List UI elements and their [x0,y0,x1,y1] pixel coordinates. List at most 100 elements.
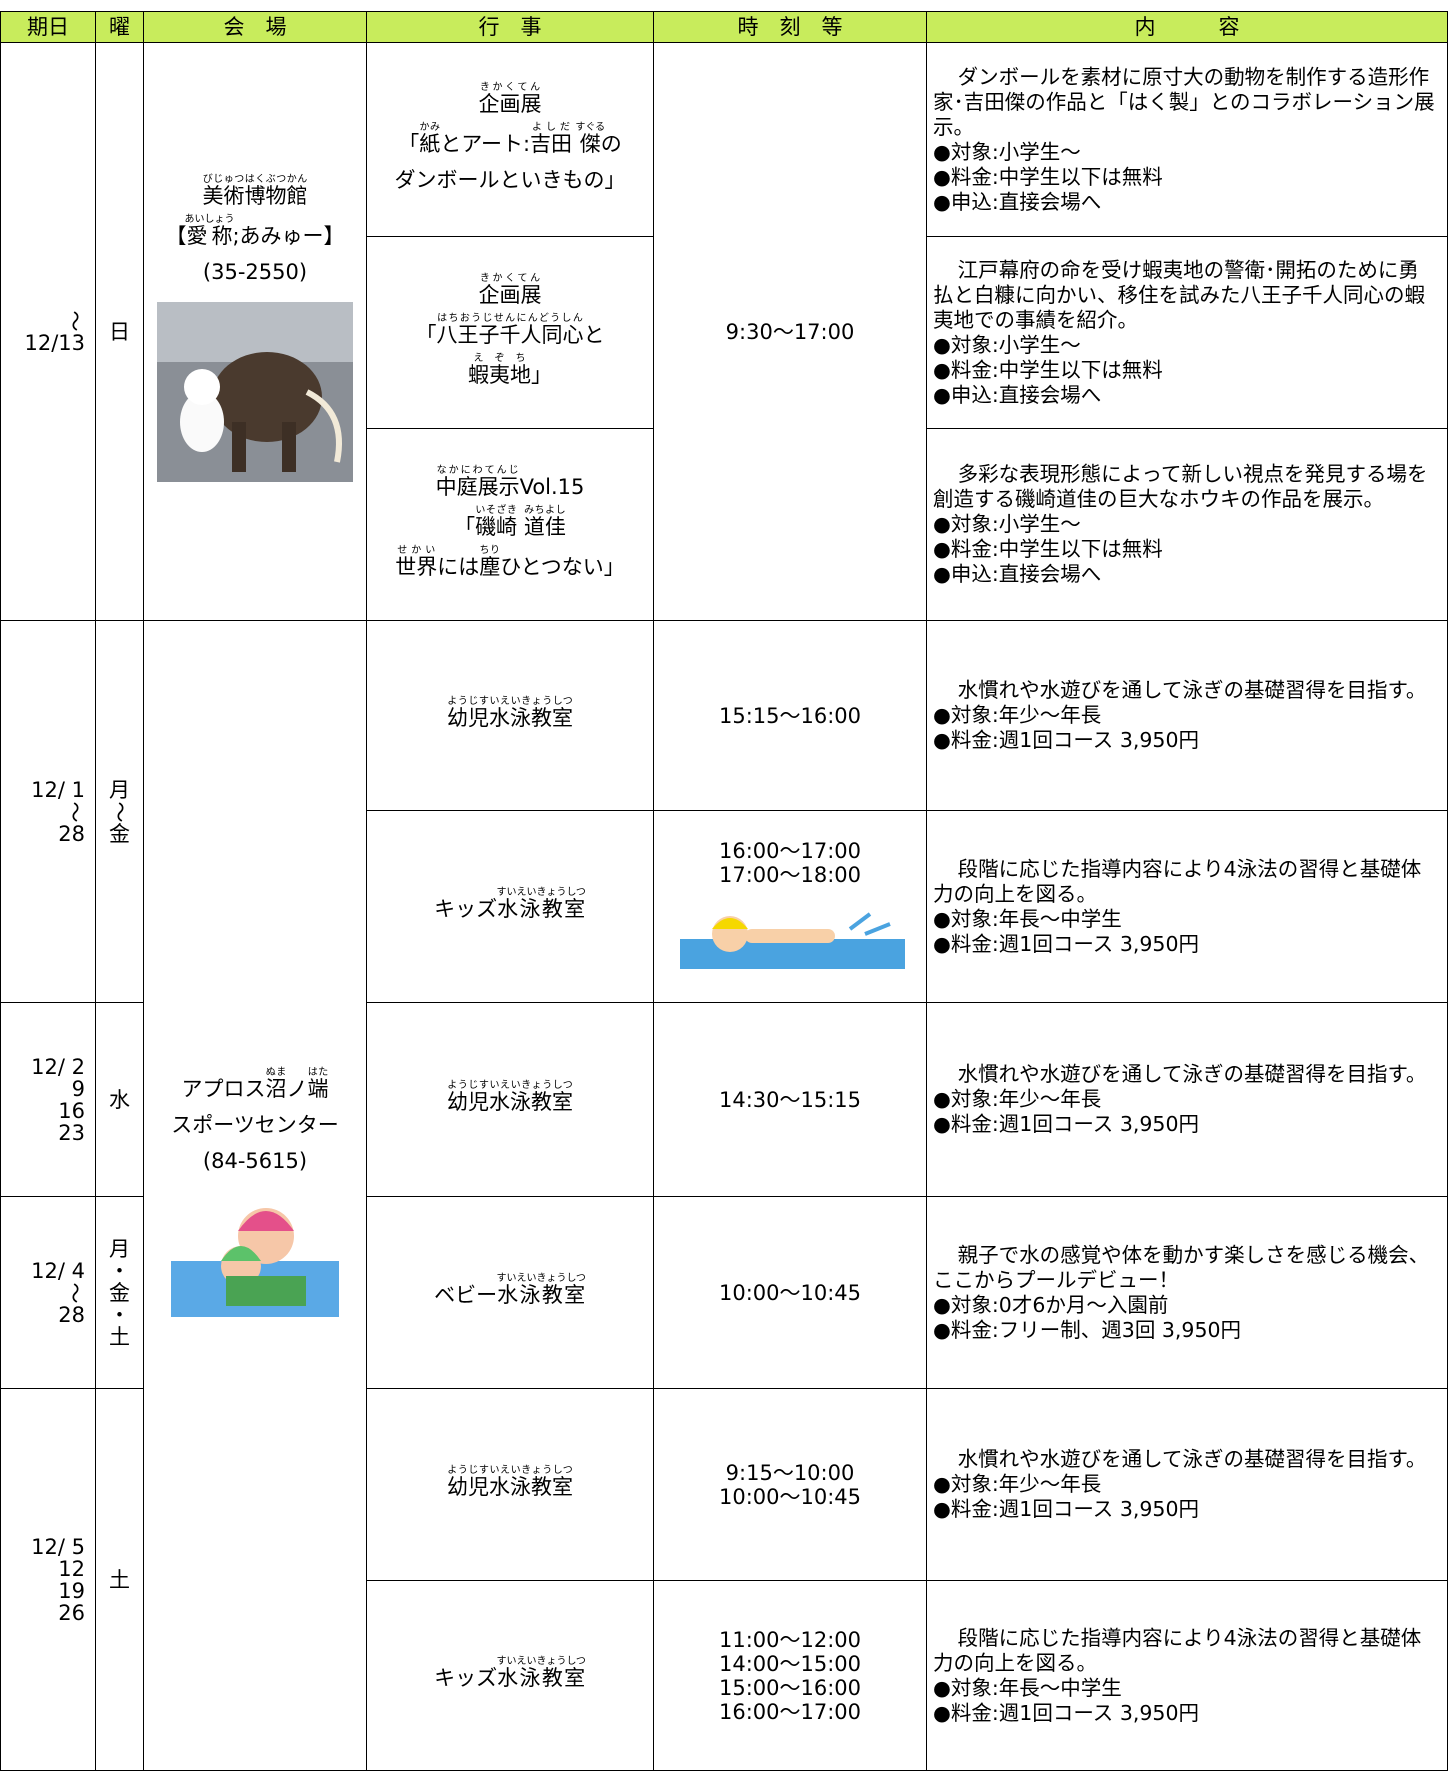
ruby-reading: すぐる [575,121,606,133]
date-line: 12/ 2 [31,1054,85,1079]
content-cell: 段階に応じた指導内容により4泳法の習得と基礎体力の向上を図る。 ●対象:年長〜中学… [927,1581,1448,1771]
content-item: ●対象:年少〜年長 [933,703,1102,727]
date-cell: 12/ 4 〜 28 [0,1197,96,1389]
ruby-reading: きかくてん [478,81,542,93]
ruby-base: 企画展 [478,91,542,116]
ruby-reading: ようじすいえいきょうしつ [447,1079,573,1091]
ruby-text: 幼児水泳教室ようじすいえいきょうしつ [447,1465,573,1499]
time-line: 15:00〜16:00 [718,1675,862,1700]
swim-illustration-svg [171,1208,339,1317]
date-line: 12/13 [24,330,85,355]
content-text: 多彩な表現形態によって新しい視点を発見する場を創造する磯崎道佳の巨大なホウキの作… [933,462,1428,511]
content-item: ●料金:週1回コース 3,950円 [933,1112,1200,1136]
ruby-base: 美術博物館 [202,184,308,208]
header-cell: 曜 [109,14,130,39]
ruby-reading: はちおうじせんにんどうしん [436,312,584,324]
content-item: ●対象:年少〜年長 [933,1087,1102,1111]
text-line: (35-2550) [203,254,307,290]
text-line: 蝦夷地えぞち」 [468,353,552,393]
time-line: 14:30〜15:15 [718,1087,862,1112]
date-cell: 12/ 1 〜 28 [0,621,96,1003]
ruby-text: 端はた [308,1068,329,1102]
ruby-text: 蝦夷地えぞち [468,353,531,387]
text-line: 世界せかいには塵ちりひとつない」 [395,545,625,585]
text: 【 [165,224,187,248]
day-line: 金 [109,821,130,846]
content-item: ●申込:直接会場へ [933,382,1102,407]
day-cell: 日 [96,43,144,621]
text-line: ベビー水泳教室すいえいきょうしつ [434,1273,586,1313]
text-line: 企画展きかくてん [479,82,542,122]
text: 」 [531,362,552,387]
ruby-reading: よしだ [530,121,573,133]
content-item: ●申込:直接会場へ [933,189,1102,214]
time-line: 16:00〜17:00 [718,1699,862,1724]
text: ダンボールといきもの」 [394,167,626,192]
date-line: 12/ 1 [31,777,85,802]
ruby-reading: ちり [479,544,501,556]
ruby-reading: はた [307,1067,329,1078]
ruby-reading: すいえいきょうしつ [496,1272,586,1284]
content-item: ●対象:0才6か月〜入園前 [933,1292,1169,1317]
text-line: 企画展きかくてん [479,273,542,313]
ruby-text: 水泳教室すいえいきょうしつ [496,887,586,921]
day-line: 月 [109,777,130,802]
content-item: ●対象:小学生〜 [933,332,1081,357]
content-item: ●対象:年長〜中学生 [933,906,1122,931]
text: 「 [415,322,437,347]
date-line: 28 [58,821,85,846]
text: とアート: [440,131,531,156]
header-cell: 期日 [27,14,69,39]
text: 「 [454,514,476,539]
time-line: 17:00〜18:00 [718,863,862,887]
date-line: 12/ 4 [31,1258,85,1283]
date-line: 12/ 5 [31,1534,85,1559]
content-text: 段階に応じた指導内容により4泳法の習得と基礎体力の向上を図る。 [933,856,1422,906]
ruby-text: 企画展きかくてん [479,273,542,307]
ruby-base: 磯崎 [475,514,518,539]
time-line: 16:00〜17:00 [718,839,862,863]
text: キッズ [434,1665,498,1690]
text: ひとつない」 [500,554,625,579]
text-line: 幼児水泳教室ようじすいえいきょうしつ [447,1080,573,1120]
ruby-base: 道佳 [523,514,566,539]
text-line: 幼児水泳教室ようじすいえいきょうしつ [447,696,573,736]
text: (84-5615) [202,1149,308,1173]
content-text: 親子で水の感覚や体を動かす楽しさを感じる機会、ここからプールデビュー！ [933,1242,1430,1292]
ruby-base: 幼児水泳教室 [447,705,573,730]
day-cell: 水 [96,1003,144,1197]
ruby-base: 幼児水泳教室 [447,1474,573,1499]
ruby-base: 中庭展示 [435,474,520,499]
ruby-base: 吉田 [530,131,573,156]
content-item: ●料金:週1回コース 3,950円 [933,1497,1200,1521]
header-cell: 会 場 [223,14,287,39]
day-line: 金 [109,1280,130,1305]
swimmer-illustration [670,899,910,974]
content-text: 水慣れや水遊びを通して泳ぎの基礎習得を目指す。 [957,1062,1427,1086]
content-item: ●対象:小学生〜 [933,512,1081,536]
content-item: ●料金:週1回コース 3,950円 [933,1700,1200,1725]
day-line: 日 [109,319,130,344]
ruby-reading: あいしょう [184,214,235,225]
museum-photo-svg [157,302,353,482]
time-cell: 11:00〜12:00 14:00〜15:00 15:00〜16:00 16:00〜1… [654,1581,927,1771]
event-cell: キッズ水泳教室すいえいきょうしつ [367,1581,654,1771]
content-cell: 江戸幕府の命を受け蝦夷地の警衛･開拓のために勇払と白糠に向かい、移住を試みた八王… [927,237,1448,429]
event-cell: 中庭展示なかにわてんじVol.15 「磯崎いそざき 道佳みちよし 世界せかいには塵ち… [367,429,654,621]
ruby-text: 幼児水泳教室ようじすいえいきょうしつ [447,1080,573,1114]
text: ;あみゅー】 [232,224,345,248]
date-line: 19 [58,1578,85,1603]
event-cell: キッズ水泳教室すいえいきょうしつ [367,811,654,1003]
text [517,515,524,539]
ruby-text: 幼児水泳教室ようじすいえいきょうしつ [447,696,573,730]
ruby-base: 水泳教室 [496,896,586,921]
content-text: 江戸幕府の命を受け蝦夷地の警衛･開拓のために勇払と白糠に向かい、移住を試みた八王… [933,257,1425,332]
ruby-base: 塵 [479,554,501,579]
time-line: 10:00〜10:45 [718,1280,862,1305]
header: 曜 [96,11,144,43]
content-text: 段階に応じた指導内容により4泳法の習得と基礎体力の向上を図る。 [933,1625,1422,1675]
content-text: 水慣れや水遊びを通して泳ぎの基礎習得を目指す。 [957,1447,1427,1471]
date-line: 16 [58,1098,85,1123]
header-cell: 行 事 [478,14,542,39]
